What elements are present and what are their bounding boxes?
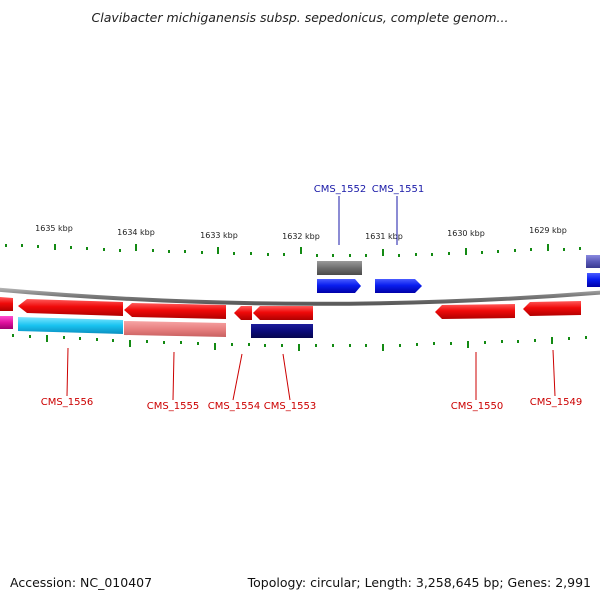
navy-feature[interactable] <box>251 324 313 338</box>
kbp-label: 1633 kbp <box>200 231 238 240</box>
label-cms-1553[interactable]: CMS_1553 <box>264 401 316 412</box>
leader-cms-1549 <box>552 349 556 397</box>
gene-cms-1549[interactable] <box>523 301 581 316</box>
kbp-label: 1635 kbp <box>35 224 73 233</box>
leader-cms-1553 <box>282 353 291 401</box>
outer-tick-row <box>5 244 581 257</box>
gene-cms-1553[interactable] <box>253 306 313 320</box>
label-cms-1554[interactable]: CMS_1554 <box>208 401 260 412</box>
kbp-label: 1629 kbp <box>529 226 567 235</box>
genome-backbone <box>0 287 600 306</box>
pink-feature[interactable] <box>124 321 226 337</box>
forward-strand-features <box>317 255 600 293</box>
genome-summary-text: Topology: circular; Length: 3,258,645 bp… <box>247 575 591 590</box>
kbp-label: 1634 kbp <box>117 228 155 237</box>
purple-feature[interactable] <box>586 255 600 268</box>
kbp-label: 1632 kbp <box>282 232 320 241</box>
map-title: Clavibacter michiganensis subsp. sepedon… <box>91 10 509 25</box>
inner-minor-ticks <box>12 334 587 347</box>
gene-cms-1551[interactable] <box>375 279 422 293</box>
outer-minor-ticks <box>5 244 581 257</box>
kbp-label: 1630 kbp <box>447 229 485 238</box>
inner-major-ticks <box>46 335 553 351</box>
label-cms-1555[interactable]: CMS_1555 <box>147 401 199 412</box>
leader-cms-1555 <box>172 351 175 401</box>
label-leaders <box>66 196 556 401</box>
outer-major-ticks <box>54 244 549 256</box>
gene-cms-1554[interactable] <box>234 306 252 320</box>
gene-left-edge[interactable] <box>0 297 13 311</box>
leader-cms-1554 <box>232 353 243 401</box>
label-cms-1549[interactable]: CMS_1549 <box>530 397 582 408</box>
gene-cms-1552[interactable] <box>317 279 361 293</box>
kbp-label: 1631 kbp <box>365 232 403 241</box>
reverse-strand-features <box>0 297 581 338</box>
gene-cms-1555[interactable] <box>124 303 226 319</box>
gene-cms-1556[interactable] <box>18 299 123 316</box>
gene-cms-1550[interactable] <box>435 304 515 319</box>
gene-labels: CMS_1552 CMS_1551 CMS_1556 CMS_1555 CMS_… <box>41 184 582 412</box>
magenta-feature[interactable] <box>0 316 13 329</box>
cyan-feature[interactable] <box>18 317 123 334</box>
kbp-labels: 1635 kbp 1634 kbp 1633 kbp 1632 kbp 1631… <box>35 224 567 241</box>
gray-feature[interactable] <box>317 261 362 275</box>
label-cms-1552[interactable]: CMS_1552 <box>314 184 366 195</box>
inner-tick-row <box>12 334 587 351</box>
accession-text: Accession: NC_010407 <box>10 575 153 590</box>
label-cms-1550[interactable]: CMS_1550 <box>451 401 503 412</box>
label-cms-1556[interactable]: CMS_1556 <box>41 397 93 408</box>
label-cms-1551[interactable]: CMS_1551 <box>372 184 424 195</box>
blue-feature-edge[interactable] <box>587 273 600 287</box>
leader-cms-1556 <box>66 347 69 397</box>
